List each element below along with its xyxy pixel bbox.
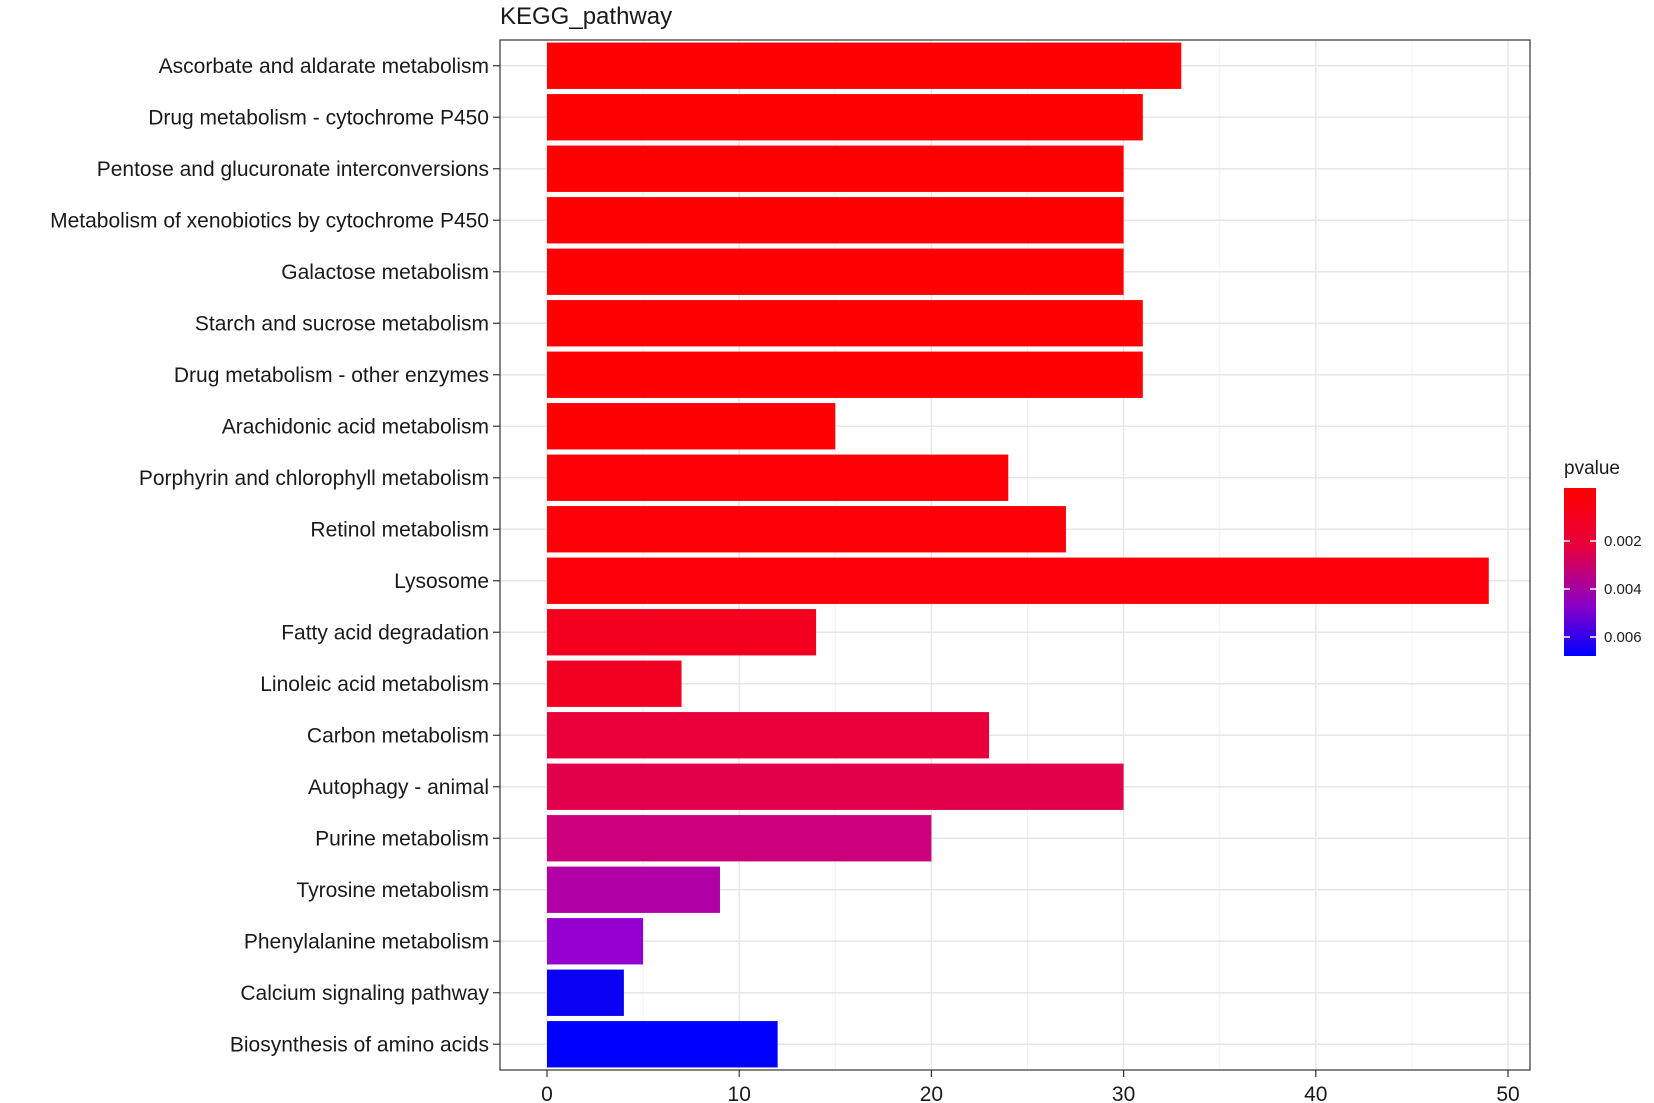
x-tick-label: 50 (1496, 1083, 1519, 1103)
category-label: Arachidonic acid metabolism (222, 415, 489, 438)
legend-tick-label: 0.006 (1604, 629, 1642, 646)
y-axis-labels: Ascorbate and aldarate metabolism Drug me… (50, 55, 500, 1056)
category-label: Phenylalanine metabolism (244, 930, 489, 953)
category-label: Carbon metabolism (307, 724, 489, 747)
legend-title: pvalue (1564, 458, 1620, 479)
bar (547, 866, 720, 913)
legend-colorbar (1564, 488, 1596, 656)
category-label: Pentose and glucuronate interconversions (97, 158, 489, 181)
bar (547, 557, 1489, 604)
bar (547, 609, 817, 656)
color-legend: pvalue 0.002 0.004 0.006 (1564, 458, 1642, 656)
bar (547, 506, 1066, 553)
legend-tick-label: 0.002 (1604, 533, 1642, 550)
bar (547, 660, 682, 707)
category-label: Lysosome (394, 570, 489, 593)
category-label: Linoleic acid metabolism (260, 673, 489, 696)
bar (547, 969, 624, 1016)
category-label: Ascorbate and aldarate metabolism (159, 55, 489, 78)
plot-panel-background (500, 40, 1530, 1070)
x-tick-label: 40 (1304, 1083, 1327, 1103)
category-label: Biosynthesis of amino acids (230, 1033, 489, 1056)
x-tick-label: 30 (1112, 1083, 1135, 1103)
category-label: Metabolism of xenobiotics by cytochrome … (50, 209, 489, 232)
category-label: Calcium signaling pathway (240, 982, 489, 1005)
bar (547, 248, 1124, 295)
bar (547, 918, 644, 965)
category-label: Porphyrin and chlorophyll metabolism (139, 467, 489, 490)
bar (547, 403, 836, 450)
bar (547, 94, 1143, 141)
bar (547, 145, 1124, 192)
bar (547, 300, 1143, 347)
category-label: Drug metabolism - other enzymes (174, 364, 489, 387)
category-label: Fatty acid degradation (281, 621, 489, 644)
bar (547, 815, 932, 862)
chart-title: KEGG_pathway (500, 3, 672, 30)
bar (547, 351, 1143, 398)
x-axis-labels: 0 10 20 30 40 50 (541, 1070, 1520, 1103)
x-tick-label: 10 (728, 1083, 751, 1103)
bar (547, 1021, 778, 1068)
bars (547, 42, 1489, 1068)
category-label: Tyrosine metabolism (296, 879, 489, 902)
x-tick-label: 0 (541, 1083, 553, 1103)
x-tick-label: 20 (920, 1083, 943, 1103)
category-label: Galactose metabolism (281, 261, 489, 284)
bar (547, 454, 1009, 501)
category-label: Drug metabolism - cytochrome P450 (148, 106, 489, 129)
bar (547, 197, 1124, 244)
category-label: Retinol metabolism (310, 518, 489, 541)
bar (547, 763, 1124, 810)
category-label: Purine metabolism (315, 827, 489, 850)
legend-tick-label: 0.004 (1604, 581, 1642, 598)
category-label: Starch and sucrose metabolism (195, 312, 489, 335)
legend-ticks: 0.002 0.004 0.006 (1564, 533, 1642, 646)
category-label: Autophagy - animal (308, 776, 489, 799)
plot-panel-border (499, 39, 1531, 1071)
bar (547, 712, 990, 759)
bar (547, 42, 1182, 89)
